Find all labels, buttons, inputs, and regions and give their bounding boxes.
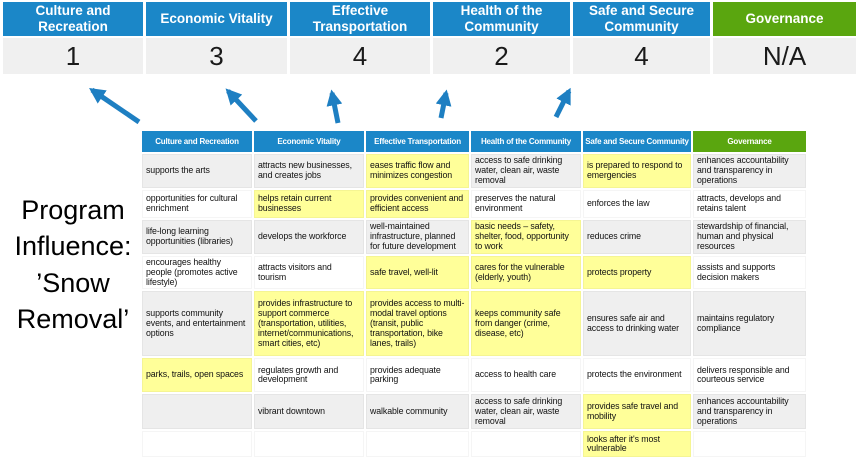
matrix-header-effective-transportation: Effective Transportation [366,131,469,152]
up-arrow [326,89,343,124]
matrix-header-health-of-the-community: Health of the Community [471,131,581,152]
summary-score-row: 1 3 4 2 4 N/A [3,38,856,74]
matrix-cell: vibrant downtown [254,394,364,430]
up-arrow [435,89,452,119]
summary-header-economic-vitality: Economic Vitality [146,2,287,36]
matrix-cell [142,431,252,458]
matrix-cell: enhances accountability and transparency… [693,154,806,188]
matrix-cell: preserves the natural environment [471,189,581,218]
matrix-header-governance: Governance [693,131,806,152]
matrix-header-culture-and-recreation: Culture and Recreation [142,131,252,152]
matrix-cell: cares for the vulnerable (elderly, youth… [471,255,581,290]
matrix-cell: looks after it's most vulnerable [583,431,691,458]
matrix-cell: parks, trails, open spaces [142,358,252,393]
matrix-row: opportunities for cultural enrichment hel… [142,189,806,218]
matrix-cell: develops the workforce [254,219,364,254]
matrix-cell: attracts, develops and retains talent [693,189,806,218]
summary-score-governance: N/A [713,38,856,74]
matrix-cell: opportunities for cultural enrichment [142,189,252,218]
up-arrow [89,87,141,125]
influence-matrix: Culture and Recreation Economic Vitality E… [140,129,808,459]
summary-header-health-of-the-community: Health of the Community [433,2,570,36]
matrix-header-economic-vitality: Economic Vitality [254,131,364,152]
summary-header-culture-and-recreation: Culture and Recreation [3,2,143,36]
matrix-row: encourages healthy people (promotes acti… [142,255,806,290]
matrix-cell: enhances accountability and transparency… [693,394,806,430]
matrix-cell: keeps community safe from danger (crime,… [471,291,581,357]
matrix-header-row: Culture and Recreation Economic Vitality E… [142,131,806,152]
matrix-cell: stewardship of financial, human and phys… [693,219,806,254]
summary-table: Culture and Recreation Economic Vitality E… [0,0,859,76]
matrix-cell: protects property [583,255,691,290]
matrix-cell [366,431,469,458]
matrix-cell: reduces crime [583,219,691,254]
matrix-cell: encourages healthy people (promotes acti… [142,255,252,290]
matrix-cell: access to safe drinking water, clean air… [471,394,581,430]
summary-score-effective-transportation: 4 [290,38,430,74]
matrix-row: supports community events, and entertain… [142,291,806,357]
matrix-cell: walkable community [366,394,469,430]
matrix-cell: access to health care [471,358,581,393]
matrix-cell: eases traffic flow and minimizes congest… [366,154,469,188]
matrix-cell: delivers responsible and courteous servi… [693,358,806,393]
matrix-cell: assists and supports decision makers [693,255,806,290]
matrix-cell: provides convenient and efficient access [366,189,469,218]
matrix-row: looks after it's most vulnerable [142,431,806,458]
summary-score-economic-vitality: 3 [146,38,287,74]
up-arrow [553,87,572,119]
matrix-cell: provides adequate parking [366,358,469,393]
summary-header-effective-transportation: Effective Transportation [290,2,430,36]
matrix-cell [693,431,806,458]
matrix-row: vibrant downtown walkable community access… [142,394,806,430]
matrix-cell: access to safe drinking water, clean air… [471,154,581,188]
matrix-cell: provides safe travel and mobility [583,394,691,430]
matrix-cell [471,431,581,458]
matrix-row: supports the arts attracts new businesses… [142,154,806,188]
matrix-row: life-long learning opportunities (librar… [142,219,806,254]
summary-header-governance: Governance [713,2,856,36]
page-title: Program Influence: ’Snow Removal’ [14,195,132,335]
matrix-cell: basic needs – safety, shelter, food, opp… [471,219,581,254]
matrix-cell: maintains regulatory compliance [693,291,806,357]
summary-score-culture-and-recreation: 1 [3,38,143,74]
matrix-cell: supports community events, and entertain… [142,291,252,357]
matrix-cell: ensures safe air and access to drinking … [583,291,691,357]
summary-score-health-of-the-community: 2 [433,38,570,74]
summary-score-safe-and-secure-community: 4 [573,38,710,74]
matrix-header-safe-and-secure-community: Safe and Secure Community [583,131,691,152]
up-arrow [225,88,258,123]
summary-header-safe-and-secure-community: Safe and Secure Community [573,2,710,36]
matrix-cell: provides infrastructure to support comme… [254,291,364,357]
matrix-body: supports the arts attracts new businesses… [142,154,806,458]
matrix-cell: enforces the law [583,189,691,218]
matrix-cell: protects the environment [583,358,691,393]
summary-header-row: Culture and Recreation Economic Vitality E… [3,2,856,36]
matrix-cell: is prepared to respond to emergencies [583,154,691,188]
matrix-cell: attracts new businesses, and creates job… [254,154,364,188]
matrix-cell: well-maintained infrastructure, planned … [366,219,469,254]
matrix-cell [142,394,252,430]
matrix-cell [254,431,364,458]
matrix-cell: provides access to multi-modal travel op… [366,291,469,357]
matrix-cell: supports the arts [142,154,252,188]
matrix-cell: safe travel, well-lit [366,255,469,290]
matrix-cell: regulates growth and development [254,358,364,393]
matrix-cell: attracts visitors and tourism [254,255,364,290]
matrix-row: parks, trails, open spaces regulates grow… [142,358,806,393]
matrix-cell: life-long learning opportunities (librar… [142,219,252,254]
matrix-cell: helps retain current businesses [254,189,364,218]
